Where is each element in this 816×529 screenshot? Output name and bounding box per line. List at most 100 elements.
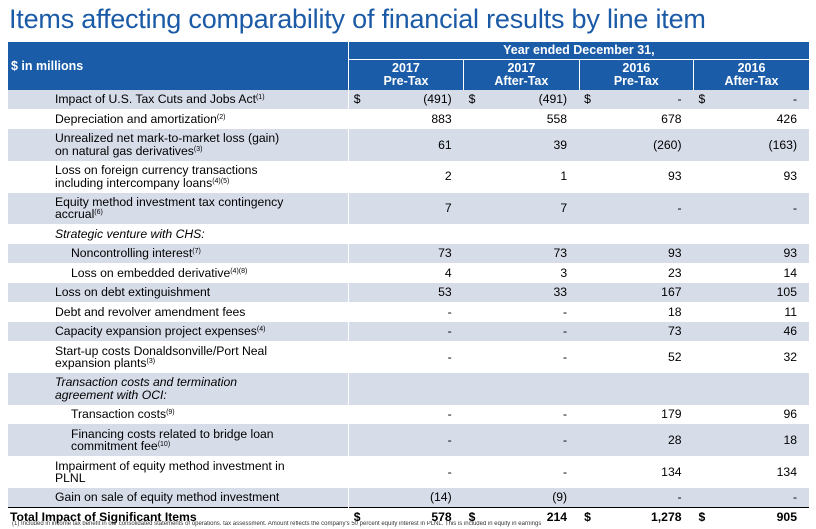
- comparability-table: $ in millions Year ended December 31, 20…: [8, 42, 809, 527]
- footnote-ref: (3): [146, 358, 156, 366]
- cell-value: 23: [595, 263, 694, 283]
- total-value: 578: [364, 506, 464, 527]
- cell-value: 179: [595, 404, 694, 425]
- dollar-sign: [579, 456, 596, 488]
- column-year: 2016: [622, 60, 651, 75]
- dollar-sign: $: [347, 90, 365, 110]
- cell-value: 883: [364, 109, 464, 129]
- row-label-text: Depreciation and amortization: [55, 111, 217, 126]
- table-row: Loss on foreign currency transactions inc…: [8, 160, 809, 193]
- cell-value: 426: [709, 109, 809, 129]
- row-label-text: Strategic venture with CHS:: [55, 226, 205, 241]
- column-header: 2017 Pre-Tax: [347, 59, 464, 90]
- unit-label: $ in millions: [8, 42, 349, 90]
- dollar-sign: [347, 373, 365, 405]
- dollar-sign: [579, 263, 596, 283]
- dollar-sign: $: [693, 506, 710, 527]
- dollar-sign: [347, 109, 365, 129]
- cell-value: -: [709, 90, 809, 110]
- cell-value: -: [480, 302, 580, 322]
- cell-value: -: [480, 456, 580, 488]
- cell-value: -: [364, 321, 464, 342]
- row-label: Financing costs related to bridge loan co…: [8, 424, 349, 457]
- dollar-sign: [693, 424, 710, 457]
- cell-value: [364, 373, 464, 405]
- cell-value: 2: [364, 160, 464, 193]
- dollar-sign: [463, 424, 480, 457]
- cell-value: 32: [709, 341, 809, 374]
- cell-value: [480, 224, 580, 244]
- row-label-text: Loss on foreign currency transactions: [55, 163, 258, 178]
- column-basis: Pre-Tax: [383, 73, 429, 88]
- footnote-ref: (10): [157, 441, 171, 449]
- cell-value: -: [364, 404, 464, 425]
- table-row: Start-up costs Donaldsonville/Port Neal e…: [8, 341, 809, 374]
- cell-value: 678: [595, 109, 694, 129]
- dollar-sign: [579, 160, 596, 193]
- row-label-text-line2: including intercompany loans: [55, 175, 213, 190]
- dollar-sign: [463, 341, 480, 374]
- table-row: Impairment of equity method investment i…: [8, 456, 809, 488]
- cell-value: 167: [595, 282, 694, 303]
- cell-value: -: [595, 487, 694, 508]
- dollar-sign: [579, 341, 596, 374]
- cell-value: -: [364, 456, 464, 488]
- dollar-sign: [347, 302, 365, 322]
- dollar-sign: [693, 109, 710, 129]
- dollar-sign: [347, 263, 365, 283]
- table-row: Loss on debt extinguishment 53 33 167 105: [8, 282, 809, 303]
- cell-value: -: [364, 341, 464, 374]
- cell-value: 73: [364, 243, 464, 264]
- dollar-sign: [693, 321, 710, 342]
- row-label: Capacity expansion project expenses(4): [8, 321, 349, 342]
- cell-value: 7: [480, 192, 580, 225]
- dollar-sign: [463, 160, 480, 193]
- cell-value: 7: [364, 192, 464, 225]
- row-label: Transaction costs(9): [8, 404, 349, 425]
- table-row: Unrealized net mark-to-market loss (gain…: [8, 128, 809, 161]
- row-label-text: Loss on debt extinguishment: [55, 285, 211, 300]
- dollar-sign: [693, 263, 710, 283]
- cell-value: 105: [709, 282, 809, 303]
- dollar-sign: [463, 321, 480, 342]
- dollar-sign: [579, 224, 596, 244]
- footnote: (1) Included in income tax benefit in ou…: [12, 521, 542, 527]
- column-year: 2017: [507, 60, 536, 75]
- cell-value: 558: [480, 109, 580, 129]
- dollar-sign: [347, 282, 365, 303]
- column-year: 2016: [737, 60, 766, 75]
- table-row: Transaction costs(9) - -179 96: [8, 404, 809, 425]
- cell-value: 93: [595, 160, 694, 193]
- row-label: Debt and revolver amendment fees: [8, 302, 349, 322]
- dollar-sign: $: [463, 90, 480, 110]
- column-basis: After-Tax: [494, 73, 549, 88]
- dollar-sign: [347, 341, 365, 374]
- cell-value: -: [480, 321, 580, 342]
- row-label-text-line2: agreement with OCI:: [55, 387, 167, 402]
- dollar-sign: [579, 487, 596, 508]
- footnote-ref: (4)(5): [212, 177, 230, 185]
- cell-value: [595, 373, 694, 405]
- dollar-sign: [579, 321, 596, 342]
- cell-value: (491): [480, 90, 580, 110]
- dollar-sign: [347, 243, 365, 264]
- cell-value: -: [595, 90, 694, 110]
- row-label: Transaction costs and termination agreeme…: [8, 373, 349, 405]
- dollar-sign: [579, 424, 596, 457]
- cell-value: 52: [595, 341, 694, 374]
- row-label-text: Unrealized net mark-to-market loss (gain…: [55, 131, 280, 146]
- column-header: 2017 After-Tax: [463, 59, 580, 90]
- cell-value: 73: [480, 243, 580, 264]
- dollar-sign: [347, 128, 365, 161]
- cell-value: 93: [709, 243, 809, 264]
- total-label: Total Impact of Significant Items: [8, 506, 349, 527]
- cell-value: 46: [709, 321, 809, 342]
- cell-value: 73: [595, 321, 694, 342]
- total-value: 214: [480, 506, 580, 527]
- dollar-sign: $: [347, 506, 365, 527]
- dollar-sign: [693, 373, 710, 405]
- dollar-sign: [579, 404, 596, 425]
- row-label-text: Debt and revolver amendment fees: [55, 304, 246, 319]
- row-label: Unrealized net mark-to-market loss (gain…: [8, 128, 349, 161]
- dollar-sign: [463, 192, 480, 225]
